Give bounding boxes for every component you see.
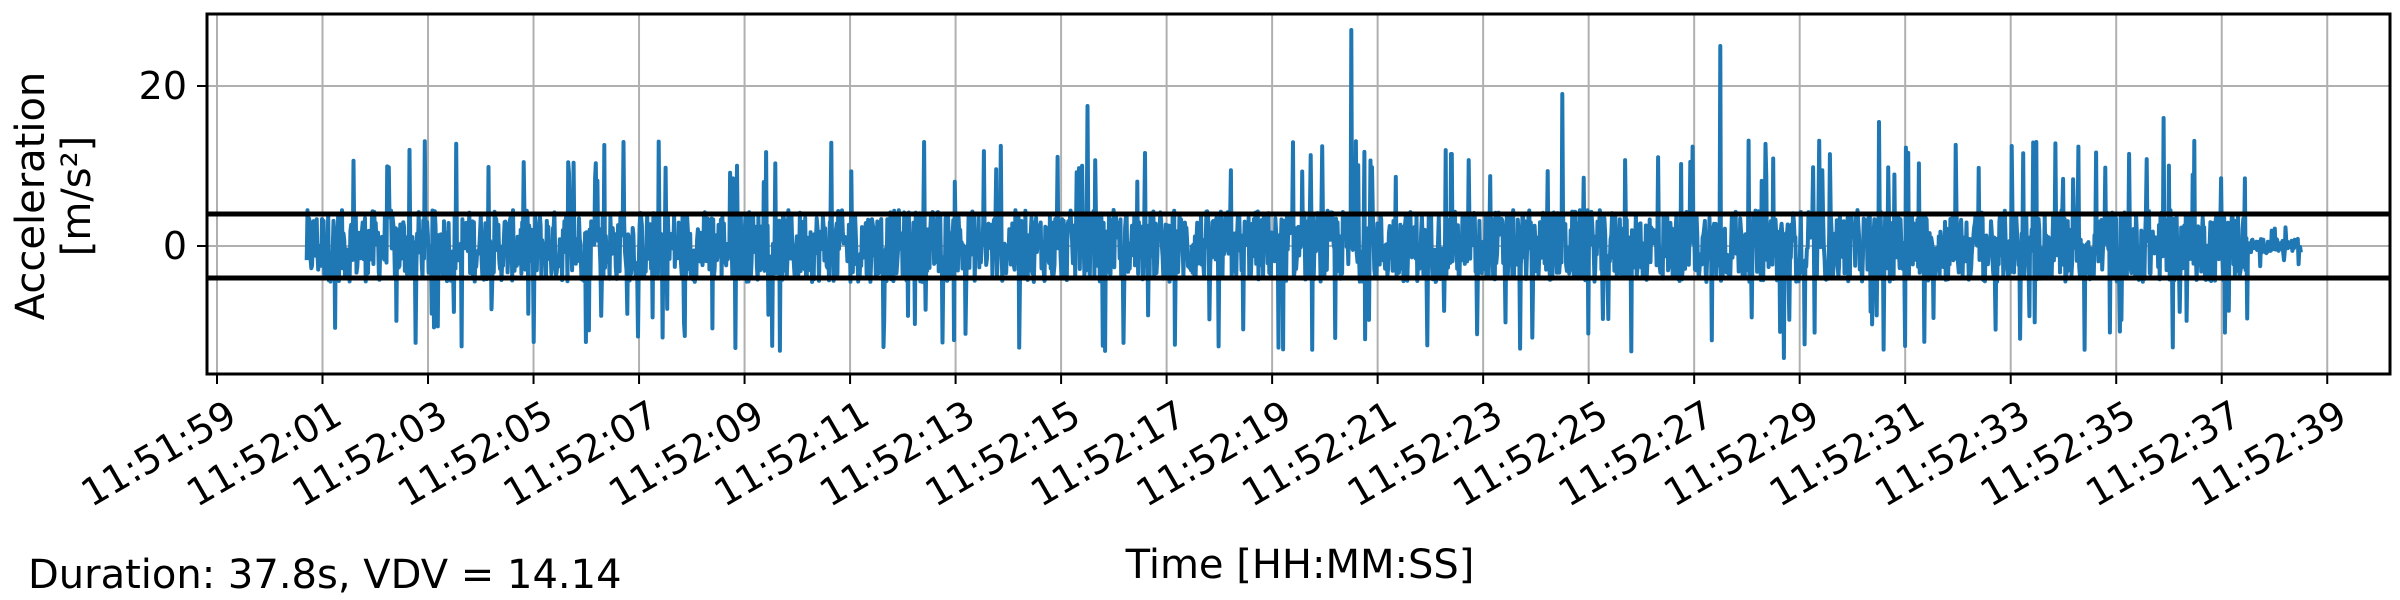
acceleration-series — [304, 28, 2303, 360]
x-axis-ticks: 11:51:5911:52:0111:52:0311:52:0511:52:07… — [74, 374, 2354, 515]
plot-frame — [205, 12, 2392, 376]
threshold-lines — [207, 211, 2390, 281]
y-tick-label: 0 — [163, 224, 187, 268]
y-axis-label-line1: Acceleration — [8, 72, 54, 321]
x-axis-label: Time [HH:MM:SS] — [1125, 542, 1475, 588]
y-tick-label: 20 — [139, 64, 187, 108]
duration-vdv-summary: Duration: 37.8s, VDV = 14.14 — [28, 552, 622, 598]
y-axis-ticks: 0 20 — [139, 64, 207, 268]
y-axis-label-line2: [m/s²] — [54, 136, 100, 257]
acceleration-trace — [304, 28, 2303, 360]
